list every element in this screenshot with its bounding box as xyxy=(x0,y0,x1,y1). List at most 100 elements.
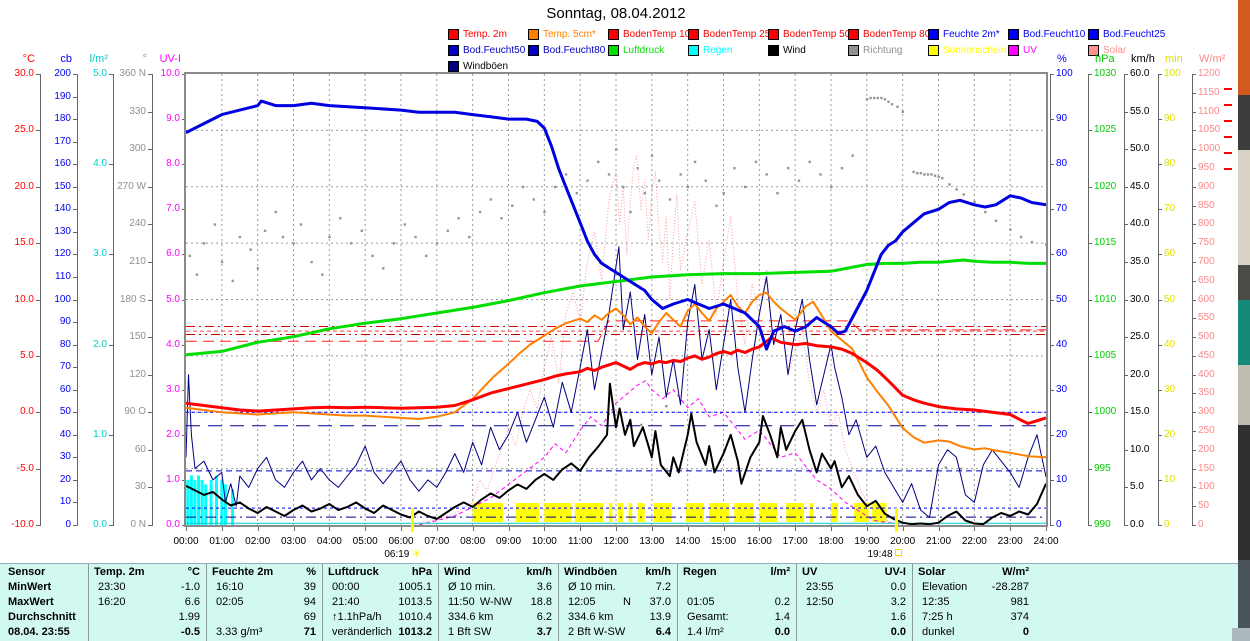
background-sliver-block xyxy=(1238,95,1250,150)
axis-line-lm2 xyxy=(113,74,114,526)
axis-label-degC: 10.0 xyxy=(14,293,34,305)
axis-tick xyxy=(1192,412,1196,414)
windboeen-swatch-icon xyxy=(448,60,459,72)
axis-tick xyxy=(1158,344,1162,346)
legend-item-windboeen[interactable]: Windböen xyxy=(448,58,528,74)
x-axis-tick xyxy=(616,527,617,531)
legend-item-label: Feuchte 2m* xyxy=(943,28,1000,40)
table-cell-value: 6.2 xyxy=(536,611,552,623)
axis-header-uvi: UV-I xyxy=(159,53,181,65)
axis-tick xyxy=(73,231,77,233)
x-axis-tick xyxy=(974,527,976,531)
legend-item-temp2m[interactable]: Temp. 2m xyxy=(448,26,528,42)
axis-label-kmh: 15.0 xyxy=(1130,406,1150,418)
axis-tick xyxy=(1158,389,1162,391)
axis-tick xyxy=(109,74,113,75)
axis-header-min: min xyxy=(1165,53,1183,65)
legend-item-label: Bod.Feucht10 xyxy=(1023,28,1086,40)
legend-item-sonnenschein[interactable]: Sonnenschein xyxy=(928,42,1008,58)
background-sliver-block xyxy=(1238,560,1250,641)
table-col-name: Luftdruck xyxy=(328,566,379,578)
x-axis-tick xyxy=(1010,527,1012,531)
table-header-sensor: Sensor xyxy=(8,566,46,578)
axis-tick xyxy=(73,457,77,459)
legend-row: Temp. 2m Temp. 5cm* BodenTemp 10 BodenTemp … xyxy=(448,26,1168,42)
axis-tick xyxy=(73,412,77,414)
table-divider xyxy=(558,564,559,641)
x-axis-tick xyxy=(1046,527,1047,531)
legend-item-bodentemp10[interactable]: BodenTemp 10 xyxy=(608,26,690,42)
richtung-swatch-icon xyxy=(848,44,859,56)
background-sliver-block xyxy=(1238,0,1250,95)
bodfeucht50-swatch-icon xyxy=(448,44,459,56)
legend-item-label: Solar xyxy=(1103,44,1127,56)
axis-label-kmh: 10.0 xyxy=(1130,443,1150,455)
table-divider xyxy=(322,564,323,641)
axis-tick xyxy=(1192,111,1196,113)
table-cell-label: ↑1.1hPa/h xyxy=(332,611,382,623)
table-cell-value: 1005.1 xyxy=(398,581,432,593)
table-col-unit: °C xyxy=(187,566,200,578)
legend-item-solar[interactable]: Solar xyxy=(1088,42,1168,58)
legend-item-feuchte2m[interactable]: Feuchte 2m* xyxy=(928,26,1008,42)
table-cell-value: 1010.4 xyxy=(398,611,432,623)
legend-item-bodfeucht25[interactable]: Bod.Feucht25 xyxy=(1088,26,1168,42)
sun-icon: ☀ xyxy=(412,549,422,560)
legend-item-bodfeucht10[interactable]: Bod.Feucht10 xyxy=(1008,26,1088,42)
axis-tick xyxy=(148,412,152,414)
x-axis-label: 01:00 xyxy=(209,536,235,547)
axis-label-cb: 0 xyxy=(65,519,71,530)
axis-tick xyxy=(148,337,152,339)
legend-item-temp5cm[interactable]: Temp. 5cm* xyxy=(528,26,608,42)
axis-label-lm2: 1.0 xyxy=(93,428,107,440)
x-axis-label: 18:00 xyxy=(818,536,844,547)
axis-header-degC: °C xyxy=(22,53,35,65)
axis-label-min: 100 xyxy=(1164,68,1181,79)
axis-label-cb: 150 xyxy=(54,180,71,192)
legend-item-bodfeucht50[interactable]: Bod.Feucht50 xyxy=(448,42,528,58)
x-axis-tick xyxy=(759,527,761,531)
table-cell-value: 1.99 xyxy=(178,611,200,623)
legend-item-uv[interactable]: UV xyxy=(1008,42,1088,58)
x-axis-tick xyxy=(795,527,797,531)
legend-item-richtung[interactable]: Richtung xyxy=(848,42,928,58)
legend-item-luftdruck[interactable]: Luftdruck xyxy=(608,42,688,58)
legend-item-bodentemp50[interactable]: BodenTemp 50 xyxy=(768,26,851,42)
axis-label-degC: 0.0 xyxy=(20,406,34,418)
background-sliver-block xyxy=(1238,425,1250,560)
axis-label-min: 20 xyxy=(1164,428,1176,440)
x-axis-tick xyxy=(221,527,223,531)
legend-item-label: BodenTemp 50 xyxy=(783,28,851,40)
table-col-unit: % xyxy=(306,566,316,578)
axis-tick xyxy=(1124,525,1128,526)
table-cell-value: 0.2 xyxy=(774,596,790,608)
table-cell-value: 13.9 xyxy=(649,611,671,623)
axis-tick xyxy=(73,502,77,504)
axis-tick xyxy=(1088,186,1092,188)
legend-item-label: Wind xyxy=(783,44,806,56)
table-cell-value: 1.6 xyxy=(890,611,906,623)
legend-item-bodfeucht80[interactable]: Bod.Feucht80 xyxy=(528,42,608,58)
legend-item-bodentemp25[interactable]: BodenTemp 25 xyxy=(688,26,770,42)
axis-label-wm2: 50 xyxy=(1198,500,1210,512)
plot-area[interactable] xyxy=(184,72,1048,527)
table-col-name: Feuchte 2m xyxy=(212,566,274,578)
legend-item-regen[interactable]: Regen xyxy=(688,42,768,58)
legend-item-wind[interactable]: Wind xyxy=(768,42,848,58)
table-cell-label: 334.6 km xyxy=(568,611,614,623)
legend-item-bodentemp80[interactable]: BodenTemp 80 xyxy=(848,26,930,42)
table-col-name: Regen xyxy=(683,566,717,578)
table-row-label: 08.04. 23:55 xyxy=(8,626,70,638)
table-cell-value: 3.7 xyxy=(536,626,552,638)
axis-label-deg: 270 W xyxy=(117,180,146,192)
table-cell-label: 2 Bft W-SW xyxy=(568,626,626,638)
axis-label-degC: 5.0 xyxy=(20,349,34,361)
axis-label-hpa: 1020 xyxy=(1094,180,1117,192)
axis-label-min: 90 xyxy=(1164,113,1176,125)
axis-label-uvi: 4.0 xyxy=(166,338,180,350)
axis-tick xyxy=(1050,299,1054,301)
axis-tick xyxy=(1088,412,1092,414)
x-axis-label: 06:00 xyxy=(388,536,414,547)
x-axis-label: 17:00 xyxy=(782,536,808,547)
axis-label-deg: 120 xyxy=(129,368,146,380)
